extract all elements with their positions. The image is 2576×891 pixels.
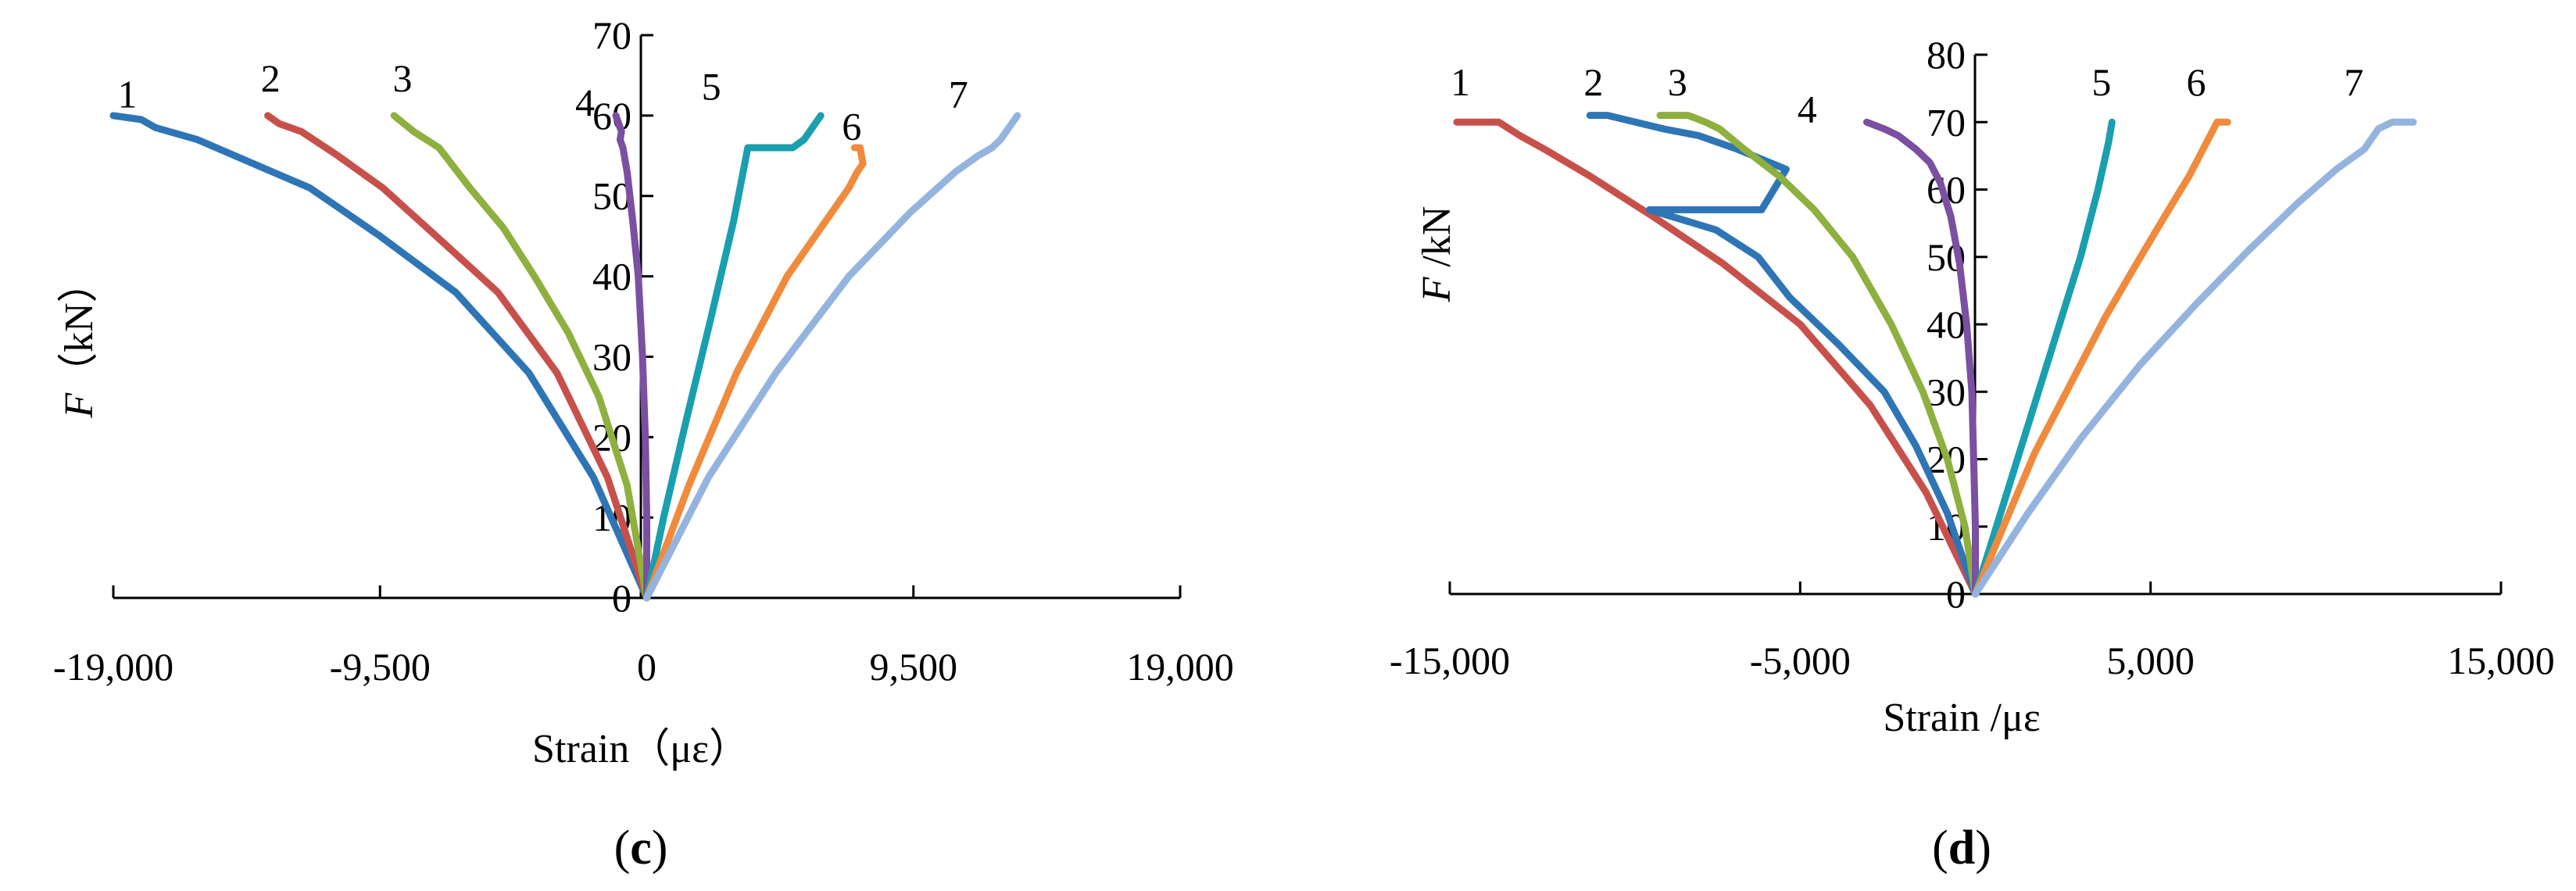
y-tick-label-c: 0	[612, 576, 631, 620]
series-label-c-7: 7	[949, 73, 968, 116]
panel-d: -15,000 -5,000 5,000 15,0000102030405060708…	[1390, 33, 2555, 875]
series-line-d-1	[1453, 118, 1979, 598]
plot-d: -15,000 -5,000 5,000 15,0000102030405060708…	[1390, 33, 2555, 682]
y-tick-label-c: 40	[592, 255, 631, 299]
series-line-d-5	[1972, 118, 2116, 598]
y-tick-label-c: 30	[592, 335, 631, 378]
series-label-c-3: 3	[392, 56, 412, 100]
series-label-d-1: 1	[1451, 60, 1470, 104]
y-tick-label-d: 30	[1927, 370, 1966, 413]
y-axis-title-unit-d: /kN	[1415, 206, 1459, 277]
series-label-d-2: 2	[1583, 60, 1603, 104]
panel-letter-c: c	[630, 821, 652, 875]
x-axis-title-d: Strain /με	[1883, 696, 2040, 740]
series-label-d-5: 5	[2091, 60, 2111, 104]
series-line-d-7	[1972, 118, 2417, 598]
series-label-d-3: 3	[1668, 60, 1687, 104]
series-line-d-6	[1972, 118, 2231, 598]
series-label-c-1: 1	[117, 73, 137, 116]
y-tick-label-c: 70	[592, 13, 631, 57]
series-line-c-2	[264, 112, 650, 602]
y-tick-label-c: 60	[592, 94, 631, 138]
x-tick-label-c: 0	[637, 645, 657, 689]
y-axis-title-d: F /kN	[1415, 206, 1459, 303]
x-tick-label-c: 9,500	[870, 645, 958, 689]
series-line-d-2	[1586, 112, 1979, 598]
y-axis-title-c: F（kN）	[57, 262, 102, 418]
x-tick-label-c: 19,000	[1126, 645, 1234, 689]
series-line-c-1	[109, 112, 650, 602]
x-tick-label-d: 15,000	[2447, 639, 2555, 682]
x-axis-title-c: Strain（με）	[532, 727, 750, 771]
series-label-d-6: 6	[2186, 60, 2206, 104]
series-label-d-7: 7	[2344, 60, 2363, 104]
series-label-c-2: 2	[261, 56, 281, 100]
series-label-c-6: 6	[842, 105, 861, 148]
series-label-d-4: 4	[1798, 87, 1817, 131]
x-tick-label-d: -5,000	[1750, 639, 1851, 682]
x-tick-label-c: -9,500	[330, 645, 431, 689]
plot-c: -19,000 -9,500 0 9,500 19,000010203040506070…	[53, 13, 1234, 689]
panel-c: -19,000 -9,500 0 9,500 19,000010203040506070…	[53, 13, 1234, 875]
x-tick-label-d: 5,000	[2106, 639, 2195, 682]
series-line-c-4	[612, 112, 650, 602]
series-line-c-7	[643, 112, 1021, 602]
x-tick-label-d: -15,000	[1390, 639, 1510, 682]
y-tick-label-d: 70	[1927, 100, 1966, 144]
panel-label-c: (c)	[614, 821, 668, 875]
series-label-c-5: 5	[702, 64, 721, 108]
y-tick-label-d: 80	[1927, 33, 1966, 77]
series-line-c-6	[643, 144, 867, 602]
series-line-d-3	[1656, 112, 1979, 598]
y-tick-label-d: 40	[1927, 302, 1966, 346]
series-label-c-4: 4	[575, 81, 595, 124]
y-axis-title-unit-c: （kN）	[57, 262, 102, 393]
series-line-d-4	[1863, 118, 1979, 598]
series-line-c-3	[390, 112, 650, 602]
panel-label-d: (d)	[1932, 821, 1991, 875]
y-axis-title-italic-d: F	[1415, 276, 1459, 302]
series-line-c-5	[643, 112, 825, 602]
panel-letter-d: d	[1948, 821, 1975, 875]
y-tick-label-d: 0	[1946, 572, 1966, 616]
y-axis-title-italic-c: F	[57, 392, 102, 419]
x-tick-label-c: -19,000	[53, 645, 174, 689]
